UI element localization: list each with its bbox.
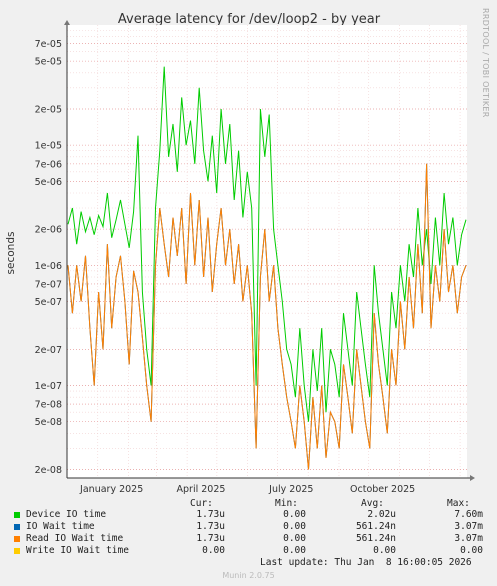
x-tick-label: January 2025 [79,484,143,495]
y-tick-label: 2e-07 [35,345,62,356]
legend-max: 0.00 [460,545,483,556]
legend-max: 3.07m [454,533,483,544]
legend-avg: 2.02u [367,509,396,520]
series-layer [67,66,467,470]
legend-cur: 1.73u [196,533,225,544]
legend-min: 0.00 [283,509,306,520]
series-line-1 [67,66,467,422]
y-tick-label: 5e-05 [35,57,62,68]
legend-avg: 561.24n [355,521,396,532]
x-tick-label: April 2025 [177,484,226,495]
y-tick-label: 7e-07 [35,279,62,290]
y-tick-label: 7e-08 [35,400,62,411]
y-tick-label: 2e-08 [35,465,62,476]
legend-cur: 1.73u [196,509,225,520]
x-tick-label: October 2025 [350,484,415,495]
y-tick-label: 2e-06 [35,225,62,236]
chart-title: Average latency for /dev/loop2 - by year [118,12,381,27]
y-axis-label: seconds [5,232,17,275]
y-tick-label: 1e-07 [35,381,62,392]
legend-label: IO Wait time [26,521,95,532]
legend-swatch [14,548,20,554]
legend-max: 3.07m [454,521,483,532]
series-line-3 [67,163,467,470]
legend-cur: 1.73u [196,521,225,532]
legend-label: Read IO Wait time [26,533,124,544]
legend-header-cur: Cur: [190,498,213,509]
y-tick-label: 5e-06 [35,177,62,188]
y-tick-label: 2e-05 [35,104,62,115]
x-tick-label: July 2025 [268,484,313,495]
legend-min: 0.00 [283,521,306,532]
legend-header-avg: Avg: [361,498,384,509]
legend-max: 7.60m [454,509,483,520]
legend-header-min: Min: [275,498,298,509]
x-axis-arrow-icon [470,475,475,481]
legend-swatch [14,524,20,530]
legend-swatch [14,536,20,542]
y-tick-label: 5e-08 [35,417,62,428]
y-tick-label: 5e-07 [35,297,62,308]
legend-cur: 0.00 [202,545,225,556]
y-tick-label: 7e-05 [35,39,62,50]
y-tick-label: 7e-06 [35,159,62,170]
y-tick-label: 1e-06 [35,261,62,272]
legend-header-max: Max: [447,498,470,509]
last-update: Last update: Thu Jan 8 16:00:05 2026 [260,557,472,568]
legend-min: 0.00 [283,545,306,556]
legend-swatch [14,512,20,518]
legend-label: Device IO time [26,509,107,520]
y-axis-arrow-icon [64,20,70,25]
plot-area [67,25,467,478]
rrdtool-credit: RRDTOOL / TOBI OETIKER [481,8,490,118]
y-tick-labels: 7e-05 5e-05 2e-05 1e-05 7e-06 5e-06 2e-06 1e-06… [35,39,62,476]
legend-label: Write IO Wait time [26,545,129,556]
y-tick-label: 1e-05 [35,141,62,152]
legend-avg: 0.00 [373,545,396,556]
legend-min: 0.00 [283,533,306,544]
x-tick-labels: January 2025 April 2025 July 2025 October 2… [79,484,415,495]
legend-avg: 561.24n [355,533,396,544]
munin-version: Munin 2.0.75 [222,571,275,580]
